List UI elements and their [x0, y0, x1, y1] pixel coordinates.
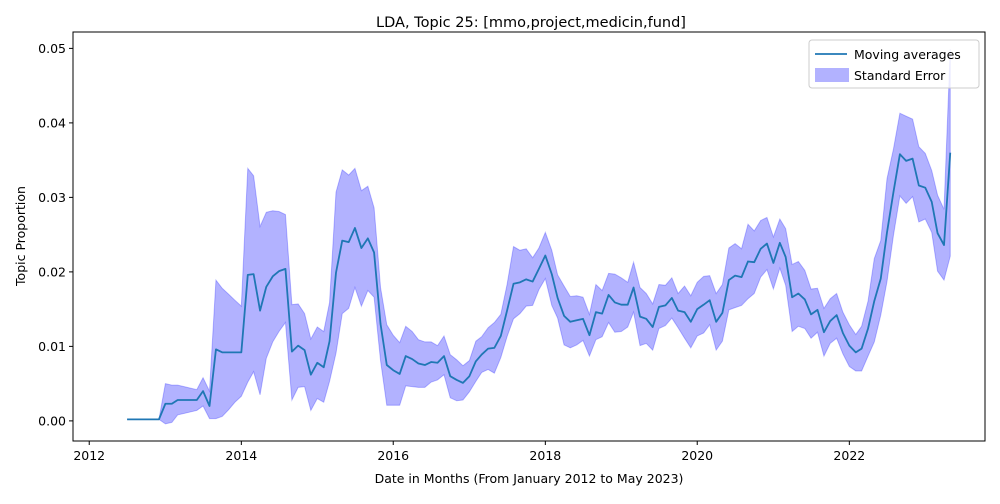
y-tick-label: 0.03	[38, 190, 66, 205]
x-tick-label: 2012	[73, 448, 105, 463]
y-tick-label: 0.01	[38, 339, 66, 354]
legend: Moving averages Standard Error	[809, 40, 979, 88]
x-tick-label: 2018	[529, 448, 561, 463]
x-tick-label: 2014	[225, 448, 257, 463]
x-tick-label: 2016	[377, 448, 409, 463]
legend-label-standard-error: Standard Error	[854, 68, 946, 83]
legend-band-swatch	[815, 68, 849, 82]
x-tick-label: 2020	[681, 448, 713, 463]
y-axis-label: Topic Proportion	[13, 186, 28, 287]
y-tick-label: 0.05	[38, 41, 66, 56]
y-tick-label: 0.02	[38, 264, 66, 279]
x-tick-label: 2022	[833, 448, 865, 463]
legend-label-moving-averages: Moving averages	[854, 47, 961, 62]
y-tick-label: 0.00	[38, 413, 66, 428]
chart-title: LDA, Topic 25: [mmo,project,medicin,fund…	[376, 15, 686, 31]
x-axis-label: Date in Months (From January 2012 to May…	[375, 471, 684, 486]
y-tick-label: 0.04	[38, 115, 66, 130]
